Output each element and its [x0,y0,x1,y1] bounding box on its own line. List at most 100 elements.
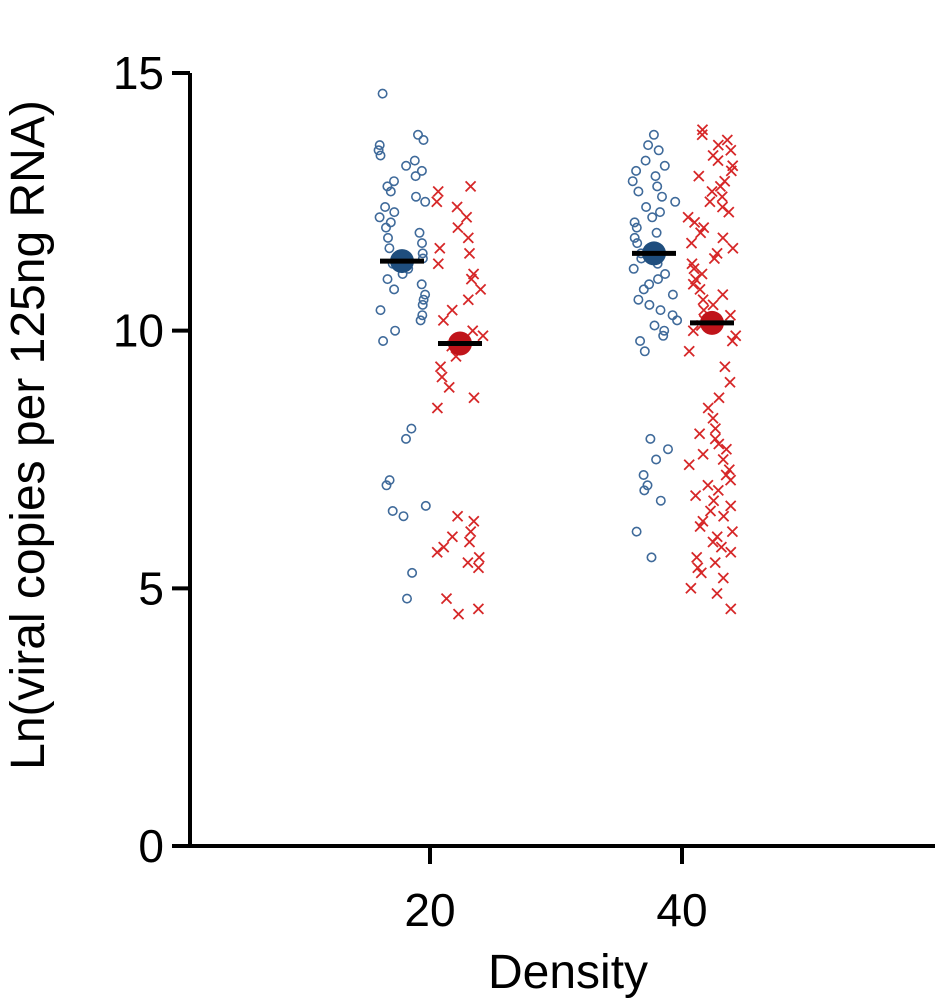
x-tick-label: 40 [656,884,707,936]
data-point [717,288,729,301]
data-point [642,480,653,491]
data-point [472,562,485,574]
data-point [692,562,704,574]
data-point [696,129,708,141]
data-point [409,155,420,166]
data-point [431,402,444,414]
data-point [417,310,428,321]
data-point [446,531,459,543]
data-point [725,500,737,512]
data-point [639,346,650,357]
data-point [721,134,733,146]
data-point [659,160,670,171]
data-point [644,299,655,310]
data-point [638,469,649,480]
data-point [726,335,739,347]
data-point [631,165,642,176]
data-point [385,217,396,228]
data-point [713,392,725,404]
data-point [385,186,396,197]
data-point [687,325,699,337]
data-point [724,474,737,486]
data-point [649,320,660,331]
y-tick-label: 0 [138,820,164,872]
data-point [416,238,427,249]
data-point [380,222,391,233]
data-point [382,232,393,243]
data-point [717,453,729,466]
data-point [416,279,427,290]
data-point [648,129,659,140]
data-point [688,216,701,229]
data-point [420,500,431,511]
data-point [632,238,643,249]
data-point [647,212,658,223]
data-point [725,603,737,615]
data-point [381,480,392,491]
data-point [717,510,730,522]
data-point [374,212,385,223]
data-point [374,140,385,151]
data-point [644,279,655,290]
data-point [707,412,719,424]
data-point [375,150,386,161]
data-point [416,165,427,176]
data-point [460,211,473,223]
data-point [415,315,426,326]
data-point [463,536,476,548]
data-point [683,345,695,357]
data-point [660,268,671,279]
data-point [685,237,698,249]
data-point [717,572,729,584]
data-point [440,592,453,605]
plot-points [373,88,742,620]
data-point [468,392,480,404]
data-point [434,242,446,254]
data-point [467,325,479,337]
data-point [707,299,719,311]
data-point [719,361,731,373]
data-point [670,196,681,207]
data-point [431,196,443,208]
data-point [709,433,721,445]
data-point [716,191,728,203]
data-point [711,587,723,600]
data-point [468,515,480,527]
data-point [452,221,464,234]
data-point [707,495,720,507]
data-point [384,475,395,486]
data-point [720,443,733,455]
data-point [655,305,666,316]
data-point [462,556,474,569]
data-point [717,232,729,244]
data-point [629,217,640,228]
data-point [712,154,724,167]
data-point [631,526,642,537]
data-point [650,171,661,182]
data-point [464,180,477,193]
data-point [727,242,739,254]
data-point [384,243,395,254]
data-point [725,144,737,156]
data-point [400,433,411,444]
data-point [709,556,721,569]
data-point [389,207,400,218]
y-ticks: 0 5 10 15 [113,47,190,872]
data-point [697,448,709,460]
data-point [633,294,644,305]
data-point [465,273,478,285]
y-tick-label: 5 [138,562,164,614]
data-point [693,170,705,182]
data-point [451,201,463,213]
data-point [462,294,474,306]
data-point [672,315,683,326]
data-point [683,459,695,471]
data-point [465,525,477,538]
data-point [726,525,739,538]
mean-markers [380,241,734,356]
data-point [651,227,662,238]
data-point [658,330,669,341]
data-point [406,423,417,434]
data-point [387,505,398,516]
